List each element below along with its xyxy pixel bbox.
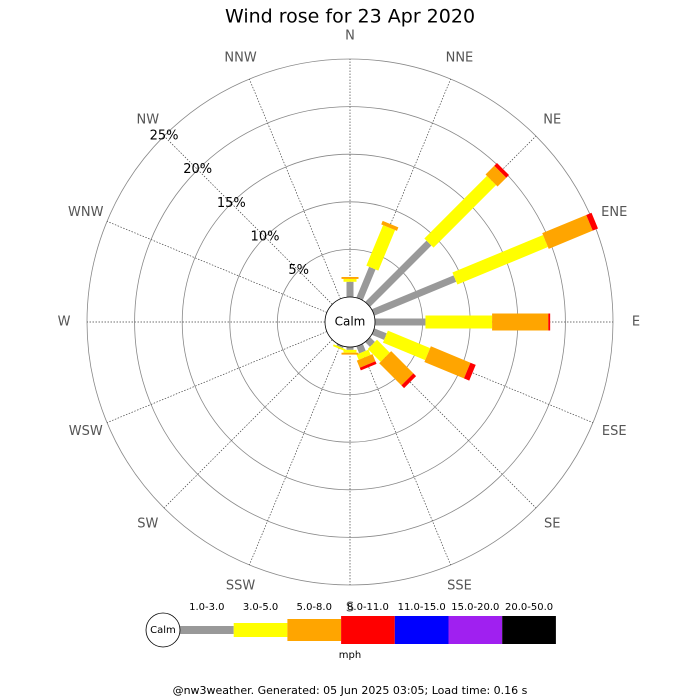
bar-segment (341, 352, 359, 355)
direction-label: W (58, 315, 71, 330)
legend-label: 1.0-3.0 (189, 602, 224, 613)
legend-swatch (394, 616, 449, 644)
bar-segment (332, 344, 346, 352)
direction-label: ENE (601, 205, 627, 220)
bar-segment (365, 240, 432, 307)
legend-swatch (341, 616, 395, 644)
bar-segment (485, 165, 507, 187)
legend-unit: mph (339, 650, 361, 661)
bar-segment (401, 373, 417, 389)
legend-swatch (448, 616, 503, 644)
legend-label: 3.0-5.0 (243, 602, 278, 613)
bar-segment (548, 313, 551, 331)
bar-segment (367, 339, 390, 362)
spoke (163, 135, 333, 305)
legend-label: 20.0-50.0 (505, 602, 553, 613)
direction-label: NNW (224, 50, 256, 65)
bar-segment (463, 362, 476, 381)
legend-calm (145, 612, 181, 648)
direction-label: SE (544, 517, 560, 532)
bar-segment (346, 347, 354, 350)
bar-segment (452, 235, 548, 285)
direction-label: NW (136, 112, 159, 127)
bar-segment (356, 266, 376, 301)
bar-segment (374, 318, 426, 326)
bar-segment (356, 343, 366, 354)
legend-swatch (287, 619, 342, 641)
r-tick-label: 25% (150, 129, 179, 144)
legend-label: 11.0-15.0 (398, 602, 446, 613)
calm-circle (324, 296, 376, 348)
bar-segment (542, 214, 593, 249)
bar-segment (343, 349, 357, 353)
bar-segment (492, 313, 549, 331)
bar-segment (424, 175, 497, 248)
direction-label: NNE (446, 50, 474, 65)
bar-segment (336, 343, 344, 349)
direction-label: WSW (69, 424, 103, 439)
direction-label: SSE (447, 579, 472, 594)
direction-label: E (632, 315, 640, 330)
r-tick-label: 5% (288, 263, 309, 278)
spoke (249, 78, 341, 300)
r-tick-label: 15% (217, 196, 246, 211)
bar-segment (366, 225, 396, 271)
bar-segment (356, 349, 371, 360)
bar-segment (586, 212, 598, 231)
bar-segment (341, 277, 359, 279)
bar-segment (343, 278, 357, 282)
chart-title: Wind rose for 23 Apr 2020 (225, 6, 475, 28)
legend-label: 8.0-11.0 (347, 602, 389, 613)
direction-label: SSW (226, 579, 256, 594)
bar-segment (346, 281, 354, 297)
bar-segment (382, 330, 431, 361)
r-tick-label: 10% (251, 230, 280, 245)
bar-segment (494, 163, 509, 178)
footer: @nw3weather. Generated: 05 Jun 2025 03:0… (173, 684, 528, 697)
direction-label: NE (543, 112, 561, 127)
legend-swatch (180, 626, 234, 634)
spoke (163, 339, 333, 509)
bar-segment (356, 354, 376, 368)
bar-segment (424, 346, 471, 379)
bar-segment (371, 328, 387, 340)
direction-label: SW (137, 517, 158, 532)
legend-label: 5.0-8.0 (297, 602, 332, 613)
legend-swatch (233, 623, 288, 637)
bar-segment (379, 351, 414, 386)
direction-label: S (346, 601, 354, 616)
r-tick-label: 20% (183, 162, 212, 177)
legend-calm-label: Calm (150, 625, 176, 636)
direction-label: N (345, 29, 355, 44)
calm-label: Calm (335, 315, 366, 329)
spoke (106, 331, 328, 423)
legend-label: 15.0-20.0 (451, 602, 499, 613)
spoke (106, 221, 328, 313)
bar-segment (425, 315, 493, 329)
direction-label: ESE (602, 424, 627, 439)
bar-segment (359, 361, 377, 371)
bar-segment (381, 220, 399, 231)
spoke (249, 344, 341, 566)
legend-swatch (502, 616, 556, 644)
bar-segment (365, 337, 375, 347)
spoke (359, 344, 451, 566)
direction-label: WNW (68, 205, 104, 220)
bar-segment (371, 275, 457, 316)
